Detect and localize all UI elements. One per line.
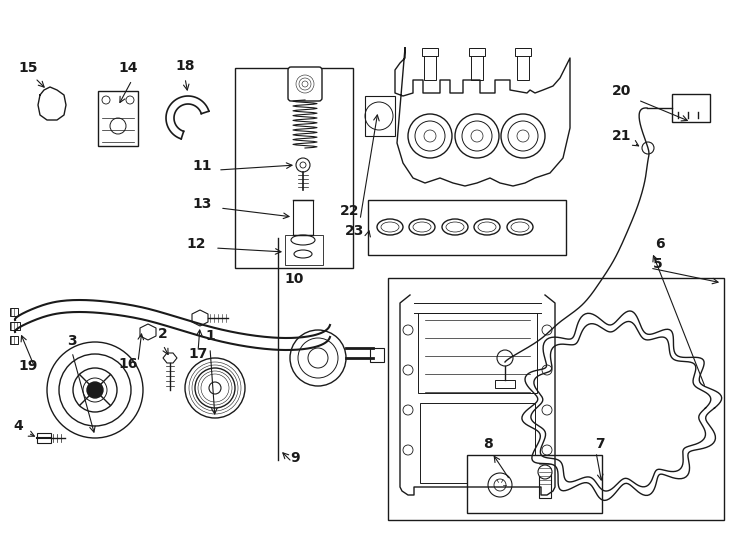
FancyBboxPatch shape <box>288 67 322 101</box>
Bar <box>517 48 529 80</box>
Text: 16: 16 <box>118 357 138 371</box>
Text: 18: 18 <box>175 59 195 73</box>
Text: 22: 22 <box>341 204 360 218</box>
Bar <box>420 403 535 483</box>
Circle shape <box>538 465 552 479</box>
Bar <box>395 48 570 213</box>
Bar <box>235 68 353 268</box>
Text: 19: 19 <box>18 359 37 373</box>
Text: 6: 6 <box>655 237 665 251</box>
Bar <box>293 200 313 235</box>
Bar <box>10 322 20 330</box>
Bar <box>515 48 531 56</box>
Text: 15: 15 <box>18 61 37 75</box>
Circle shape <box>87 382 103 398</box>
Circle shape <box>290 330 346 386</box>
Text: 12: 12 <box>186 237 206 251</box>
Polygon shape <box>163 353 177 363</box>
Text: 23: 23 <box>345 224 365 238</box>
Circle shape <box>642 142 654 154</box>
Bar <box>10 308 18 316</box>
Text: 21: 21 <box>612 129 632 143</box>
Text: 5: 5 <box>653 257 663 271</box>
Bar <box>467 455 602 513</box>
Bar <box>418 313 537 393</box>
Polygon shape <box>140 324 156 340</box>
Bar <box>672 94 710 122</box>
Bar <box>471 48 483 80</box>
Bar <box>422 48 438 56</box>
Bar <box>365 96 395 136</box>
Text: 13: 13 <box>192 197 211 211</box>
Bar <box>424 48 436 80</box>
Text: 17: 17 <box>189 347 208 361</box>
Text: 1: 1 <box>205 329 215 343</box>
Bar <box>368 200 566 255</box>
Bar <box>37 433 51 443</box>
Text: 10: 10 <box>284 272 304 286</box>
Circle shape <box>488 473 512 497</box>
Circle shape <box>455 114 499 158</box>
Bar <box>370 348 384 362</box>
Text: 7: 7 <box>595 437 605 451</box>
Text: 20: 20 <box>612 84 632 98</box>
Bar <box>495 380 515 388</box>
Bar <box>539 472 551 498</box>
Bar <box>469 48 485 56</box>
Circle shape <box>296 158 310 172</box>
Text: 11: 11 <box>192 159 211 173</box>
Circle shape <box>501 114 545 158</box>
Circle shape <box>408 114 452 158</box>
Text: 14: 14 <box>118 61 138 75</box>
Text: 3: 3 <box>68 334 77 348</box>
Text: 2: 2 <box>158 327 168 341</box>
Text: 8: 8 <box>483 437 493 451</box>
Bar <box>98 91 138 146</box>
Text: 4: 4 <box>13 419 23 433</box>
Text: 9: 9 <box>290 451 299 465</box>
Bar <box>10 336 18 344</box>
Circle shape <box>209 382 221 394</box>
Bar <box>285 235 323 265</box>
Polygon shape <box>192 310 208 326</box>
Bar <box>388 278 724 520</box>
